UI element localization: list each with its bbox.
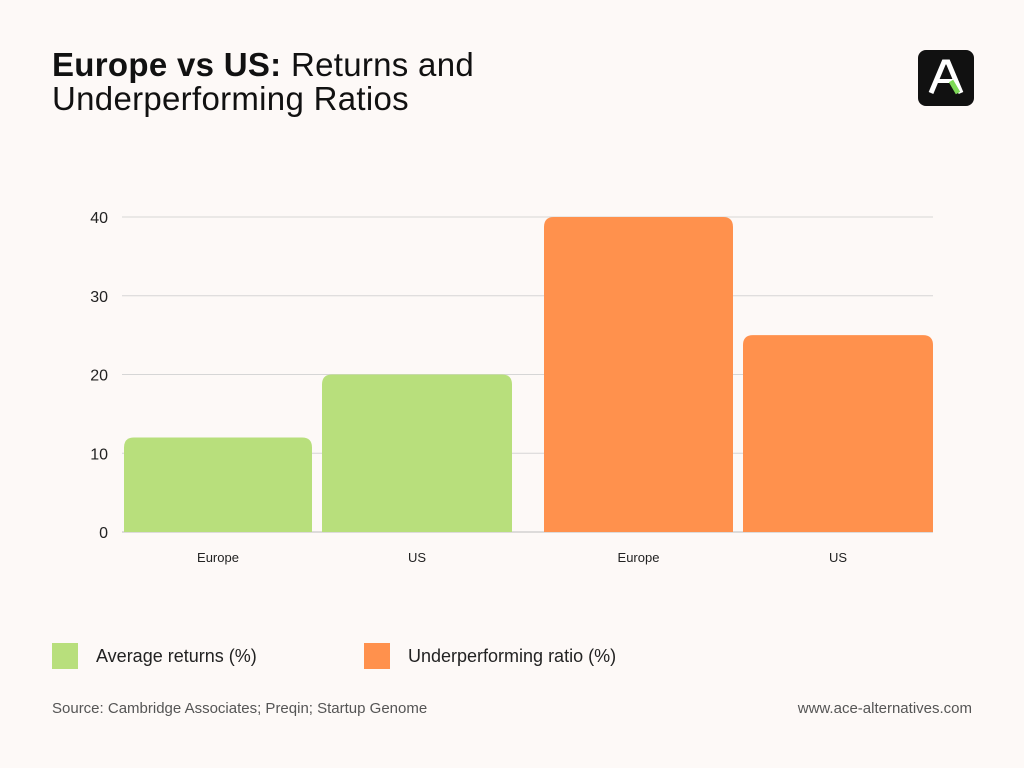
bar <box>124 437 312 532</box>
x-tick-label: Europe <box>618 550 660 565</box>
title-line-two: Underperforming Ratios <box>52 80 409 117</box>
x-tick-label: US <box>829 550 847 565</box>
y-tick-label: 40 <box>90 210 108 227</box>
chart-legend: Average returns (%) Underperforming rati… <box>0 643 1024 673</box>
bar-chart: 0 10 20 30 40 Europe US Europe US <box>90 210 933 565</box>
legend-item-average-returns: Average returns (%) <box>52 643 257 669</box>
website-link: www.ace-alternatives.com <box>797 700 972 717</box>
legend-label: Underperforming ratio (%) <box>408 645 617 666</box>
ace-logo-icon <box>918 50 974 106</box>
bar <box>322 374 512 532</box>
bar <box>743 335 933 532</box>
y-tick-label: 30 <box>90 289 108 306</box>
y-tick-label: 0 <box>99 525 108 542</box>
x-tick-label: US <box>408 550 426 565</box>
legend-swatch-green <box>52 643 78 669</box>
legend-label: Average returns (%) <box>96 645 257 666</box>
title-rest-part: Returns and <box>290 46 475 83</box>
y-tick-label: 20 <box>90 368 108 385</box>
legend-item-underperforming-ratio: Underperforming ratio (%) <box>364 643 616 669</box>
source-note: Source: Cambridge Associates; Preqin; St… <box>52 700 428 717</box>
title-bold-part: Europe vs US: <box>52 46 282 83</box>
y-tick-label: 10 <box>90 446 108 463</box>
x-tick-label: Europe <box>197 550 239 565</box>
bar <box>544 217 733 532</box>
chart-title: Europe vs US: Returns and Underperforming… <box>52 48 474 116</box>
legend-swatch-orange <box>364 643 390 669</box>
